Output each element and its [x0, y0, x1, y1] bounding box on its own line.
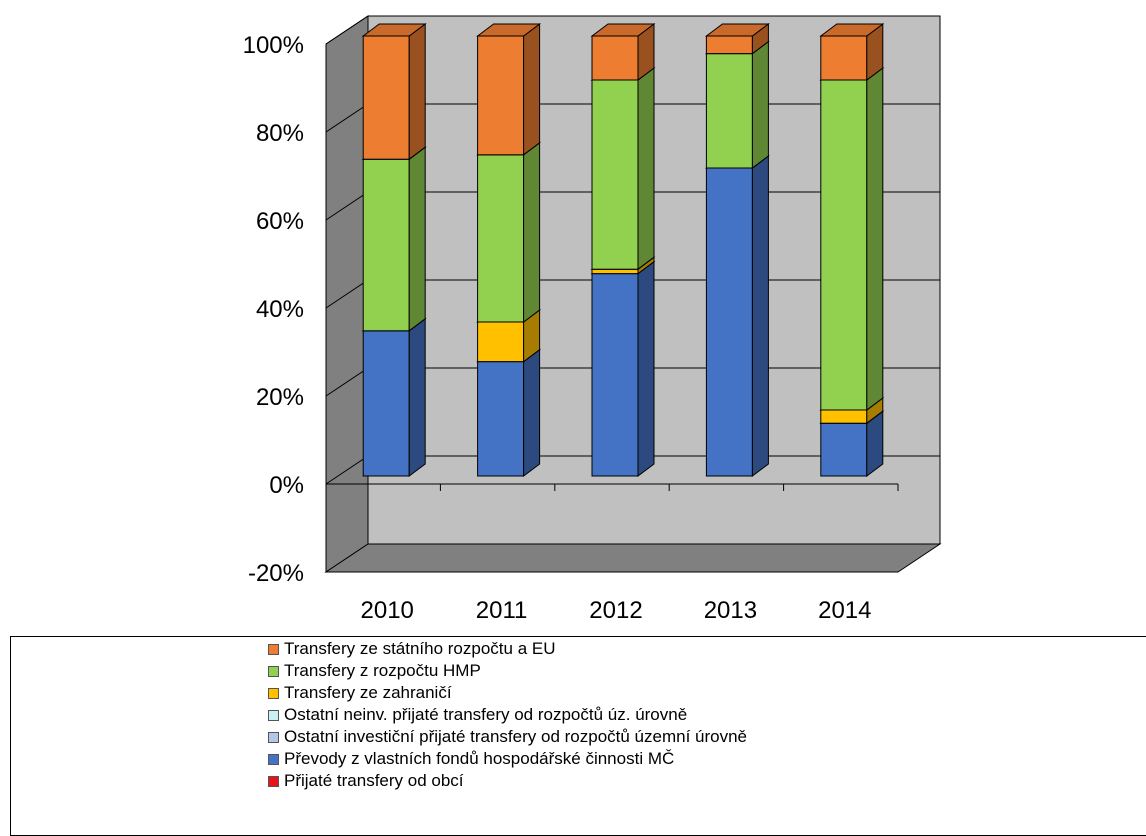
legend-item: Převody z vlastních fondů hospodářské či… — [268, 748, 747, 770]
legend-label: Transfery ze zahraničí — [284, 683, 452, 702]
legend-label: Přijaté transfery od obcí — [284, 771, 464, 790]
legend: Transfery ze státního rozpočtu a EU Trans… — [268, 638, 747, 792]
bar-segment — [591, 273, 639, 477]
legend-label: Převody z vlastních fondů hospodářské či… — [284, 749, 675, 768]
floor — [324, 543, 942, 573]
legend-item: Transfery z rozpočtu HMP — [268, 660, 747, 682]
bar-stack-2014 — [819, 23, 885, 477]
bar-segment-side — [408, 146, 426, 332]
bar-segment-top — [819, 23, 885, 37]
bar-segment — [477, 361, 525, 477]
legend-item: Ostatní neinv. přijaté transfery od rozp… — [268, 704, 747, 726]
legend-item: Ostatní investiční přijaté transfery od … — [268, 726, 747, 748]
bar-segment — [477, 154, 525, 323]
y-tick-label: 60% — [256, 208, 304, 235]
y-tick-label: 100% — [243, 32, 304, 59]
bar-segment-side — [408, 317, 426, 477]
bar-segment-top — [590, 23, 656, 37]
legend-label: Ostatní investiční přijaté transfery od … — [284, 727, 748, 746]
x-axis-tick-labels: 2010 2011 2012 2013 2014 — [361, 597, 872, 624]
bar-segment — [362, 35, 410, 160]
legend-label: Transfery z rozpočtu HMP — [284, 661, 481, 680]
x-tick-label: 2012 — [589, 597, 642, 624]
legend-swatch — [268, 731, 279, 743]
legend-box — [10, 636, 1146, 836]
bar-segment — [705, 35, 753, 55]
bar-segment — [820, 79, 868, 411]
legend-swatch — [268, 709, 279, 721]
bar-stack-2012 — [590, 23, 656, 477]
bar-segment-side — [751, 155, 769, 477]
bar-segment — [705, 53, 753, 169]
bar-segment — [705, 167, 753, 477]
legend-item: Přijaté transfery od obcí — [268, 770, 747, 792]
x-tick-label: 2010 — [361, 597, 414, 624]
legend-swatch — [268, 775, 279, 787]
x-tick-label: 2011 — [476, 597, 528, 624]
y-tick-label: 0% — [269, 472, 304, 499]
bar-segment-top — [361, 23, 427, 37]
bar-stack-2010 — [361, 23, 427, 477]
bar-segment-side — [751, 40, 769, 169]
bar-segment — [591, 268, 639, 275]
y-tick-label: -20% — [248, 560, 304, 587]
legend-swatch — [268, 687, 279, 699]
bar-segment — [591, 35, 639, 81]
bar-segment — [477, 321, 525, 363]
bar-segment — [820, 409, 868, 424]
legend-item: Transfery ze zahraničí — [268, 682, 747, 704]
legend-swatch — [268, 643, 279, 655]
bar-segment — [820, 422, 868, 477]
y-axis-tick-labels: -20% 0% 20% 40% 60% 80% 100% — [243, 32, 304, 587]
bar-stack-2011 — [476, 23, 542, 477]
legend-swatch — [268, 665, 279, 677]
legend-label: Ostatní neinv. přijaté transfery od rozp… — [284, 705, 688, 724]
bar-segment-top — [704, 23, 770, 37]
legend-label: Transfery ze státního rozpočtu a EU — [284, 639, 556, 658]
bars — [361, 23, 885, 477]
bar-stack-2013 — [704, 23, 770, 477]
bar-segment-side — [637, 67, 655, 271]
y-tick-label: 80% — [256, 120, 304, 147]
bar-segment-side — [637, 260, 655, 477]
x-tick-label: 2014 — [818, 597, 871, 624]
legend-item: Transfery ze státního rozpočtu a EU — [268, 638, 747, 660]
bar-segment-top — [476, 23, 542, 37]
gridline — [325, 15, 940, 45]
bar-segment — [477, 35, 525, 156]
bar-segment-side — [408, 23, 426, 161]
bar-segment-side — [523, 348, 541, 477]
bar-segment — [362, 158, 410, 332]
bar-segment — [820, 35, 868, 81]
bar-segment — [591, 79, 639, 270]
x-tick-label: 2013 — [704, 597, 757, 624]
y-tick-label: 40% — [256, 296, 304, 323]
bar-segment — [362, 330, 410, 477]
bar-segment-side — [866, 67, 884, 411]
legend-swatch — [268, 753, 279, 765]
y-tick-label: 20% — [256, 384, 304, 411]
stacked-bar-chart: -20%0%20%40%60%80%100% 2010 2011 2012 2013 2… — [243, 15, 942, 624]
bar-segment-side — [523, 141, 541, 323]
bar-segment-side — [523, 23, 541, 156]
